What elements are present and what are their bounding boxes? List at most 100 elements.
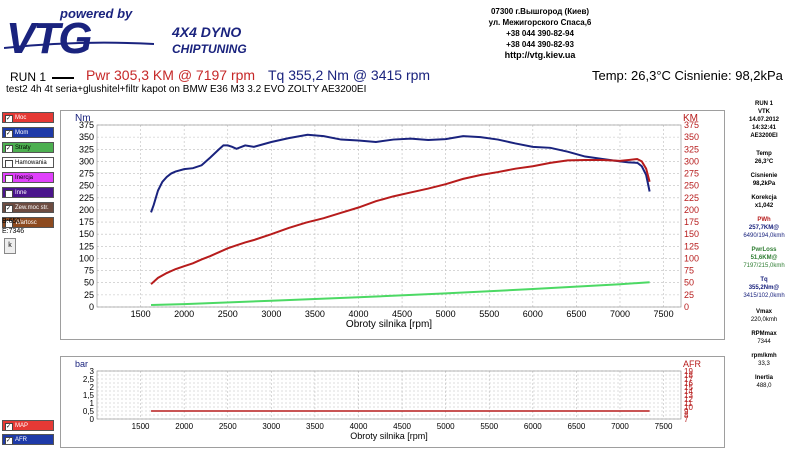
x-tick-label: 6500 xyxy=(566,309,586,319)
y-tick-label: 275 xyxy=(79,169,94,179)
sidebar-curve-toggle[interactable]: ✓ Zew.moc str. xyxy=(2,202,54,213)
y-tick-label: 325 xyxy=(79,144,94,154)
results-panel: RUN 1 VTK 14.07.2012 14:32:41 AE3200EI T… xyxy=(728,100,800,390)
checkbox-icon[interactable]: ✓ xyxy=(5,422,13,430)
rp-korekcja-label: Korekcja xyxy=(751,195,777,201)
y-axis-label-left: bar xyxy=(75,359,88,369)
rp-pwrloss-label: PwrLoss xyxy=(751,247,777,253)
checkbox-icon[interactable]: ✓ xyxy=(5,129,13,137)
rp-temp-value: 26,3°C xyxy=(754,159,774,165)
y-right-tick-label: 7 xyxy=(684,415,689,424)
y-tick-label: 250 xyxy=(79,181,94,191)
sidebar-curve-toggle[interactable]: ✓ MAP xyxy=(2,420,54,431)
y-right-tick-label: 350 xyxy=(684,132,699,142)
rp-inertia-value: 488,0 xyxy=(756,383,772,389)
y-right-tick-label: 375 xyxy=(684,120,699,130)
address-line: 07300 г.Вышгород (Киев) xyxy=(490,7,590,16)
y-right-tick-label: 150 xyxy=(684,229,699,239)
y-tick-label: 3 xyxy=(90,367,95,376)
run-line-sample xyxy=(52,77,74,79)
checkbox-icon[interactable]: ✓ xyxy=(5,114,13,122)
plot-area xyxy=(96,124,682,308)
y-right-tick-label: 125 xyxy=(684,241,699,251)
checkbox-icon[interactable] xyxy=(5,159,13,167)
checkbox-icon[interactable] xyxy=(5,189,13,197)
x-tick-label: 7500 xyxy=(655,422,673,431)
y-right-tick-label: 14 xyxy=(684,387,693,396)
y-right-tick-label: 8 xyxy=(684,411,689,420)
y-tick-label: 200 xyxy=(79,205,94,215)
y-right-tick-label: 16 xyxy=(684,379,693,388)
checkbox-icon[interactable] xyxy=(5,219,13,227)
y-tick-label: 350 xyxy=(79,132,94,142)
sidebar-curve-toggle[interactable]: Hamowania xyxy=(2,157,54,168)
sidebar-curve-label: Moc xyxy=(15,115,27,121)
sidebar-curve-toggle[interactable]: ✓ Mom xyxy=(2,127,54,138)
e-value: E:7346 xyxy=(2,228,25,235)
y-right-tick-label: 18 xyxy=(684,371,693,380)
y-right-tick-label: 200 xyxy=(684,205,699,215)
rp-time: 14:32:41 xyxy=(751,125,777,131)
power-torque-chart: 0 0 25 25 50 50 75 75 100 100 125 125 150 150 175 175 20… xyxy=(75,113,699,330)
x-tick-label: 1500 xyxy=(131,309,151,319)
y-right-tick-label: 0 xyxy=(684,302,689,312)
rp-press-label: Cisnienie xyxy=(750,173,778,179)
powered-by-text: powered by xyxy=(60,6,133,21)
x-tick-label: 2500 xyxy=(219,422,237,431)
rp-pwrloss-value: 51,6KM@ xyxy=(750,255,778,261)
rp-pwh-label: PWh xyxy=(757,217,771,223)
y-right-tick-label: 300 xyxy=(684,156,699,166)
rp-press-value: 98,2kPa xyxy=(752,181,776,187)
checkbox-icon[interactable]: ✓ xyxy=(5,436,13,444)
x-tick-label: 5000 xyxy=(436,309,456,319)
b-value: B:650 xyxy=(2,218,21,225)
checkbox-icon[interactable] xyxy=(5,174,13,182)
y-tick-label: 0 xyxy=(89,302,94,312)
y-right-tick-label: 50 xyxy=(684,278,694,288)
sidebar-curve-label: Straty xyxy=(15,145,31,151)
y-right-tick-label: 13 xyxy=(684,391,693,400)
rp-tq-label: Tq xyxy=(760,277,768,283)
y-tick-label: 75 xyxy=(84,266,94,276)
checkbox-icon[interactable]: ✓ xyxy=(5,204,13,212)
y-axis-label-right: KM xyxy=(683,113,698,124)
k-button[interactable]: k xyxy=(4,238,16,254)
rp-date: 14.07.2012 xyxy=(748,117,780,123)
x-tick-label: 4500 xyxy=(392,309,412,319)
rp-vmax-label: Vmax xyxy=(755,309,772,315)
y-right-tick-label: 75 xyxy=(684,266,694,276)
checkbox-icon[interactable]: ✓ xyxy=(5,144,13,152)
sidebar-curve-toggle[interactable]: Inercja xyxy=(2,172,54,183)
rp-temp-label: Temp xyxy=(756,151,772,157)
x-axis-label: Obroty silnika [rpm] xyxy=(346,319,432,330)
y-tick-label: 175 xyxy=(79,217,94,227)
sidebar-curve-toggle[interactable]: Inne xyxy=(2,187,54,198)
x-tick-label: 7000 xyxy=(611,422,629,431)
y-tick-label: 2 xyxy=(90,383,95,392)
y-axis-label-left: Nm xyxy=(75,113,91,124)
rp-pwrloss-sub: 7197/215,0kmh xyxy=(743,263,785,269)
x-tick-label: 5500 xyxy=(479,309,499,319)
y-tick-label: 50 xyxy=(84,278,94,288)
y-tick-label: 1 xyxy=(90,399,95,408)
rp-pwh-value: 257,7KM@ xyxy=(748,225,780,231)
sidebar-curve-toggle[interactable]: ✓ Straty xyxy=(2,142,54,153)
y-tick-label: 25 xyxy=(84,290,94,300)
conditions-summary: Temp: 26,3°C Cisnienie: 98,2kPa xyxy=(592,68,783,83)
rp-tq-sub: 3415/102,0kmh xyxy=(743,293,785,299)
sidebar-curve-toggle[interactable]: Wartosc xyxy=(2,217,54,228)
y-right-tick-label: 275 xyxy=(684,169,699,179)
y-right-tick-label: 325 xyxy=(684,144,699,154)
x-tick-label: 1500 xyxy=(132,422,150,431)
sidebar-curve-toggle[interactable]: ✓ AFR xyxy=(2,434,54,445)
y-tick-label: 150 xyxy=(79,229,94,239)
power-summary: Pwr 305,3 KM @ 7197 rpm xyxy=(86,67,256,83)
rp-pwh-sub: 6490/194,0kmh xyxy=(743,233,785,239)
x-axis-label: Obroty silnika [rpm] xyxy=(350,431,428,441)
sidebar-curve-toggle[interactable]: ✓ Moc xyxy=(2,112,54,123)
sidebar-curve-label: Inne xyxy=(15,190,27,196)
x-tick-label: 2000 xyxy=(174,309,194,319)
y-tick-label: 100 xyxy=(79,253,94,263)
rp-rpmkmh-value: 33,3 xyxy=(758,361,770,367)
